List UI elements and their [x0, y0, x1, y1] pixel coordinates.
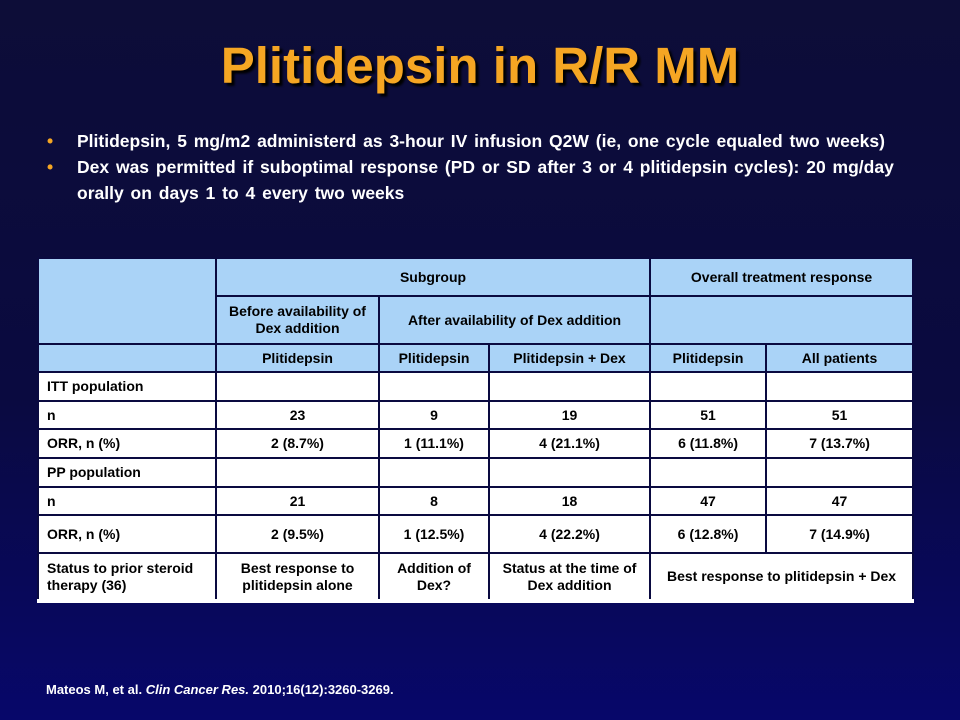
bullet-item: • Plitidepsin, 5 mg/m2 administerd as 3-…: [45, 128, 930, 154]
table-cell: [378, 457, 490, 488]
table-row: ITT population: [37, 371, 915, 402]
header-col: Plitidepsin: [215, 343, 380, 373]
table-header-row: Plitidepsin Plitidepsin Plitidepsin + De…: [37, 343, 915, 373]
table-row: PP population: [37, 457, 915, 488]
slide-title: Plitidepsin in R/R MM: [220, 37, 740, 94]
bullet-text: Plitidepsin, 5 mg/m2 administerd as 3-ho…: [77, 131, 885, 151]
header-blank-cell: [37, 257, 217, 345]
table-cell: 18: [487, 486, 652, 516]
row-label: ORR, n (%): [37, 428, 217, 459]
row-label: n: [37, 486, 217, 516]
header-blank-cell: [37, 343, 217, 373]
table-cell: [487, 457, 652, 488]
table-cell: Best response to plitidepsin + Dex: [649, 552, 915, 603]
bullet-list: • Plitidepsin, 5 mg/m2 administerd as 3-…: [45, 128, 930, 206]
bullet-text: Dex was permitted if suboptimal response…: [77, 157, 894, 203]
header-col: Plitidepsin: [649, 343, 768, 373]
table-cell: Addition of Dex?: [378, 552, 490, 603]
header-empty-cell: [649, 295, 915, 345]
header-before-dex: Before availability of Dex addition: [215, 295, 380, 345]
table-row: ORR, n (%) 2 (8.7%) 1 (11.1%) 4 (21.1%) …: [37, 428, 915, 459]
table-cell: 6 (12.8%): [649, 514, 768, 554]
table-cell: 2 (9.5%): [215, 514, 380, 554]
bullet-item: • Dex was permitted if suboptimal respon…: [45, 154, 930, 206]
table-cell: [487, 371, 652, 402]
table-cell: 9: [378, 400, 490, 430]
header-subgroup: Subgroup: [214, 257, 652, 297]
header-col: Plitidepsin: [378, 343, 490, 373]
table-cell: Status at the time of Dex addition: [487, 552, 652, 603]
table-cell: [765, 457, 915, 488]
header-overall-response: Overall treatment response: [649, 257, 915, 297]
row-label: n: [37, 400, 217, 430]
table-cell: 51: [765, 400, 915, 430]
table-cell: 19: [487, 400, 652, 430]
bullet-marker: •: [47, 131, 54, 151]
table-cell: 21: [215, 486, 380, 516]
table-cell: [649, 457, 768, 488]
table-cell: 23: [215, 400, 380, 430]
header-col: Plitidepsin + Dex: [487, 343, 652, 373]
row-label: PP population: [37, 457, 217, 488]
table-cell: [215, 371, 380, 402]
table-header-row: Subgroup Overall treatment response: [37, 257, 915, 345]
row-label: ITT population: [37, 371, 217, 402]
citation-details: 2010;16(12):3260-3269.: [252, 682, 394, 697]
citation-journal: Clin Cancer Res.: [145, 682, 250, 697]
table-cell: 8: [378, 486, 490, 516]
table-cell: 1 (11.1%): [378, 428, 490, 459]
table-cell: 6 (11.8%): [649, 428, 768, 459]
header-after-dex: After availability of Dex addition: [377, 295, 652, 345]
row-label: ORR, n (%): [37, 514, 217, 554]
table-cell: 4 (21.1%): [487, 428, 652, 459]
table-cell: [649, 371, 768, 402]
table-row: Status to prior steroid therapy (36) Bes…: [37, 552, 915, 603]
table-cell: 7 (13.7%): [765, 428, 915, 459]
table-cell: Best response to plitidepsin alone: [215, 552, 380, 603]
bullet-marker: •: [47, 157, 54, 177]
table-cell: [378, 371, 490, 402]
table-cell: 1 (12.5%): [378, 514, 490, 554]
table-cell: 47: [765, 486, 915, 516]
table-row: n 21 8 18 47 47: [37, 486, 915, 516]
response-table: Subgroup Overall treatment response Befo…: [37, 257, 915, 603]
table-row: n 23 9 19 51 51: [37, 400, 915, 430]
citation-authors: Mateos M, et al.: [46, 682, 143, 697]
header-col: All patients: [765, 343, 915, 373]
table-cell: [215, 457, 380, 488]
table-header-row: Before availability of Dex addition Afte…: [38, 295, 915, 345]
table-cell: 47: [649, 486, 768, 516]
table-cell: 2 (8.7%): [215, 428, 380, 459]
table-cell: [765, 371, 915, 402]
table-cell: 4 (22.2%): [487, 514, 652, 554]
table-row: ORR, n (%) 2 (9.5%) 1 (12.5%) 4 (22.2%) …: [37, 514, 915, 554]
row-label: Status to prior steroid therapy (36): [37, 552, 217, 603]
citation: Mateos M, et al. Clin Cancer Res. 2010;1…: [46, 682, 394, 697]
table-cell: 51: [649, 400, 768, 430]
table-cell: 7 (14.9%): [765, 514, 915, 554]
